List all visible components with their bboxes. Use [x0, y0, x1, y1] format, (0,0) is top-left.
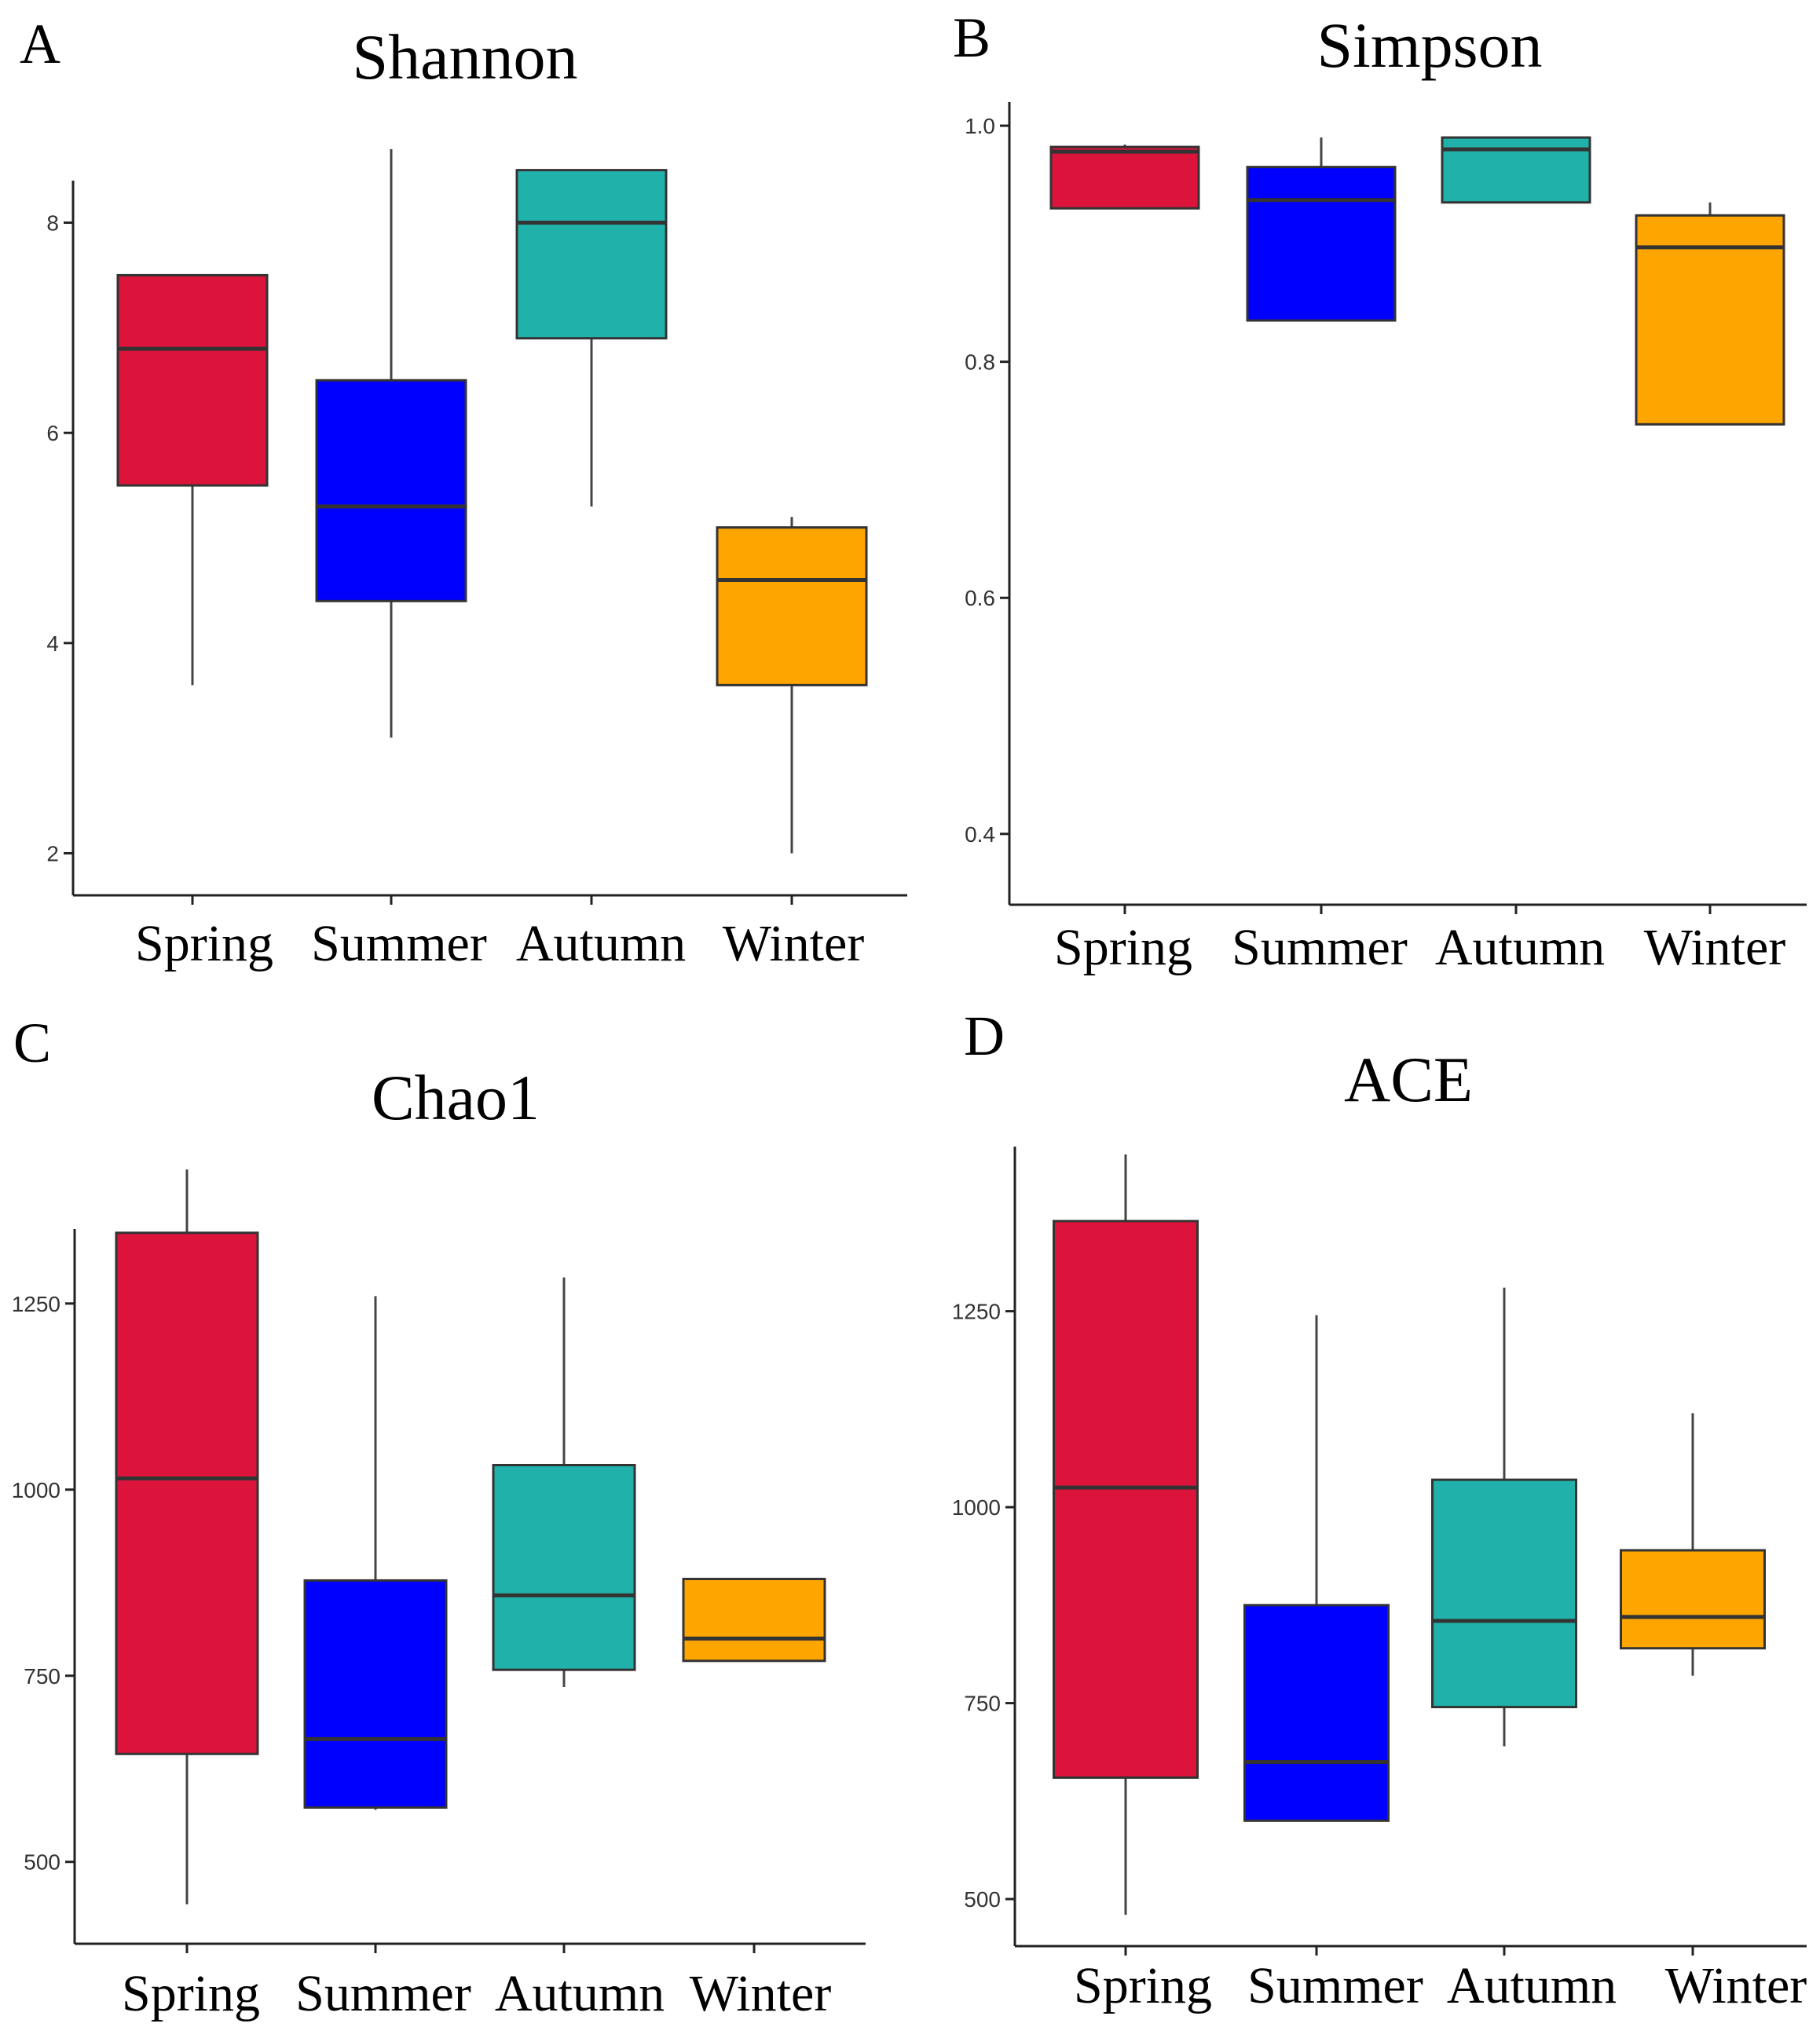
x-tick-label: Winter: [723, 915, 865, 972]
panel-letter: C: [13, 1012, 51, 1074]
panel-letter: B: [953, 6, 991, 69]
iqr-box: [118, 275, 267, 485]
iqr-box: [717, 528, 866, 686]
chart-title: Chao1: [372, 1062, 540, 1133]
box-autumn: [1442, 137, 1590, 203]
box-spring: [1054, 1154, 1198, 1915]
box-summer: [1247, 137, 1395, 320]
y-tick-label: 1250: [12, 1292, 60, 1316]
y-tick-label: 0.6: [965, 586, 995, 610]
y-tick-label: 750: [964, 1692, 1001, 1716]
x-tick-label: Winter: [1644, 919, 1786, 976]
x-tick-label: Spring: [135, 915, 273, 972]
box-winter: [1621, 1413, 1765, 1675]
y-tick-label: 750: [24, 1664, 60, 1689]
iqr-box: [1054, 1221, 1198, 1778]
iqr-box: [116, 1233, 258, 1754]
y-tick-label: 2: [46, 841, 59, 865]
x-tick-label: Summer: [1232, 919, 1408, 976]
box-summer: [305, 1296, 446, 1809]
x-tick-label: Spring: [1074, 1957, 1212, 2014]
y-tick-label: 1250: [952, 1300, 1001, 1324]
box-autumn: [493, 1278, 635, 1687]
iqr-box: [493, 1465, 635, 1670]
box-spring: [116, 1169, 258, 1904]
box-winter: [717, 517, 866, 853]
iqr-box: [305, 1580, 446, 1807]
y-tick-label: 1000: [952, 1495, 1001, 1520]
figure: A Shannon 2 4 6 8 Spring Summer Autumn Winter B Sim…: [0, 0, 1820, 2038]
panel-letter: A: [20, 13, 60, 75]
panel-a: A Shannon 2 4 6 8 Spring Summer Autumn Winter: [20, 13, 907, 972]
x-tick-label: Summer: [1247, 1957, 1423, 2014]
y-tick-label: 0.8: [965, 350, 995, 375]
iqr-box: [317, 380, 466, 601]
x-tick-label: Summer: [311, 915, 487, 972]
panel-c: C Chao1 500 750 1000 1250 Spring Summer Autumn Wi…: [12, 1012, 866, 2022]
box-autumn: [1433, 1288, 1576, 1747]
x-tick-label: Autumn: [516, 915, 686, 972]
x-tick-label: Spring: [122, 1965, 260, 2022]
x-tick-label: Autumn: [1435, 919, 1605, 976]
x-tick-label: Autumn: [1447, 1957, 1617, 2014]
y-tick-label: 8: [46, 211, 59, 236]
iqr-box: [1247, 167, 1395, 320]
box-winter: [683, 1579, 825, 1661]
x-tick-label: Winter: [1665, 1957, 1807, 2014]
y-tick-label: 500: [24, 1850, 60, 1875]
box-spring: [1051, 145, 1199, 208]
y-tick-label: 0.4: [965, 822, 995, 847]
iqr-box: [683, 1579, 825, 1661]
iqr-box: [1051, 147, 1199, 208]
y-tick-label: 6: [46, 421, 59, 445]
box-winter: [1636, 203, 1784, 425]
iqr-box: [1245, 1605, 1389, 1820]
x-tick-label: Winter: [690, 1965, 832, 2022]
x-tick-label: Autumn: [495, 1965, 665, 2022]
x-tick-label: Summer: [295, 1965, 471, 2022]
y-tick-label: 1.0: [965, 114, 995, 138]
y-tick-label: 4: [46, 631, 59, 656]
box-summer: [317, 149, 466, 737]
y-tick-label: 500: [964, 1887, 1001, 1912]
iqr-box: [1621, 1550, 1765, 1648]
iqr-box: [1433, 1480, 1576, 1707]
box-summer: [1245, 1315, 1389, 1821]
chart-title: Shannon: [353, 21, 578, 93]
x-tick-label: Spring: [1054, 919, 1192, 976]
panel-b: B Simpson 0.4 0.6 0.8 1.0 Spring Summer Autumn Wi…: [953, 6, 1807, 976]
panel-letter: D: [964, 1004, 1005, 1067]
box-spring: [118, 275, 267, 685]
iqr-box: [1442, 137, 1590, 203]
y-tick-label: 1000: [12, 1478, 60, 1502]
panel-d: D ACE 500 750 1000 1250 Spring Summer Autumn Wint…: [952, 1004, 1807, 2014]
iqr-box: [517, 170, 666, 338]
box-autumn: [517, 170, 666, 507]
chart-title: ACE: [1344, 1044, 1473, 1115]
chart-title: Simpson: [1316, 9, 1542, 81]
